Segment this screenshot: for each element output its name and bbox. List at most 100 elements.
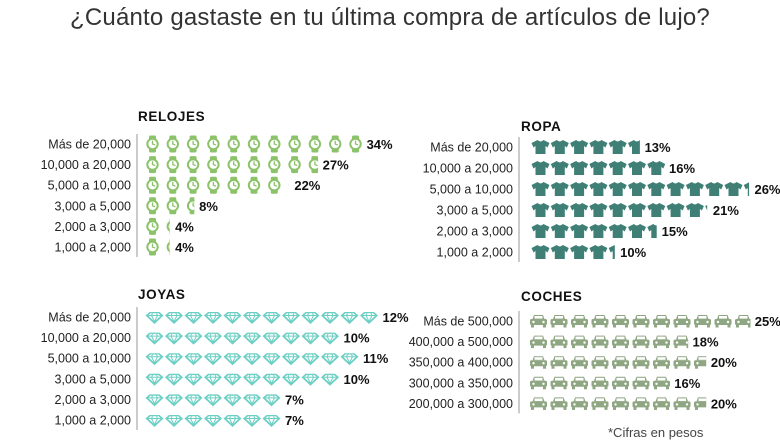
watch-icon [186, 176, 200, 194]
car-icon [550, 335, 568, 349]
diamond-icon [184, 373, 203, 386]
watch-icon [227, 156, 240, 174]
joyas-title: JOYAS [138, 287, 186, 302]
tshirt-icon [531, 161, 550, 175]
watch-icon [349, 135, 362, 153]
car-icon [632, 356, 650, 369]
watch-icon [146, 135, 159, 153]
tshirt-icon [531, 245, 550, 259]
coches-bar [530, 397, 707, 410]
tshirt-icon [647, 161, 665, 175]
tshirt-icon [550, 245, 569, 259]
coches-category-label: Más de 500,000 [423, 315, 513, 329]
car-icon [632, 376, 650, 390]
diamond-icon [204, 312, 222, 324]
watch-icon [308, 156, 319, 174]
tshirt-icon [570, 140, 589, 154]
tshirt-icon [570, 161, 589, 175]
watch-icon [329, 135, 342, 153]
diamond-icon [282, 312, 300, 324]
watch-icon [207, 135, 220, 153]
tshirt-icon [628, 224, 646, 238]
ropa-bar [531, 245, 615, 259]
relojes-category-label: 2,000 a 3,000 [55, 220, 132, 234]
diamond-icon [204, 332, 222, 345]
tshirt-icon [743, 182, 750, 196]
diamond-icon [145, 353, 164, 366]
relojes-value-label: 8% [199, 199, 218, 214]
ropa-bar [531, 140, 640, 154]
watch-icon [166, 135, 179, 153]
ropa-value-label: 15% [662, 224, 688, 239]
watch-icon [186, 197, 195, 215]
tshirt-icon [531, 140, 550, 154]
relojes-bar [146, 217, 170, 235]
tshirt-icon [570, 182, 589, 196]
relojes-value-label: 27% [323, 158, 349, 173]
joyas-category-label: Más de 20,000 [48, 311, 131, 325]
diamond-icon [282, 373, 300, 386]
coches-value-label: 18% [693, 335, 719, 350]
car-icon [530, 335, 547, 349]
watch-icon [268, 135, 281, 153]
ropa-value-label: 13% [645, 140, 671, 155]
tshirt-icon [666, 182, 685, 196]
joyas-bar [145, 373, 339, 386]
tshirt-icon [608, 182, 627, 196]
diamond-icon [282, 332, 300, 345]
car-icon [550, 356, 568, 369]
watch-icon [288, 156, 301, 174]
car-icon [632, 335, 650, 349]
diamond-icon [165, 332, 183, 345]
watch-icon [186, 135, 200, 153]
tshirt-icon [550, 224, 569, 238]
car-icon [673, 335, 689, 349]
diamond-icon [360, 312, 378, 324]
joyas-value-label: 7% [285, 413, 304, 428]
diamond-icon [340, 353, 359, 366]
car-icon [653, 397, 670, 410]
diamond-icon [223, 312, 242, 324]
car-icon [653, 376, 670, 390]
car-icon [653, 315, 670, 328]
relojes-bar [146, 176, 289, 194]
joyas-bar [145, 394, 281, 407]
joyas-category-label: 5,000 a 10,000 [48, 352, 131, 366]
car-icon [694, 397, 707, 410]
car-icon [714, 315, 732, 328]
relojes-value-label: 22% [294, 178, 320, 193]
diamond-icon [301, 312, 320, 324]
diamond-icon [262, 373, 281, 386]
watch-icon [166, 218, 170, 235]
watch-icon [247, 156, 261, 174]
diamond-icon [145, 415, 164, 427]
tshirt-icon [608, 245, 615, 259]
diamond-icon [262, 312, 281, 324]
joyas-value-label: 10% [344, 372, 370, 387]
joyas-bar [145, 312, 378, 324]
car-icon [550, 397, 568, 410]
ropa-bar [531, 161, 665, 175]
car-icon [591, 376, 609, 390]
tshirt-icon [647, 182, 666, 196]
car-icon [673, 397, 691, 410]
tshirt-icon [608, 224, 627, 238]
diamond-icon [223, 373, 242, 386]
car-icon [612, 356, 629, 369]
joyas-value-label: 7% [285, 392, 304, 407]
coches-value-label: 20% [711, 355, 737, 370]
car-icon [612, 335, 629, 349]
diamond-icon [165, 312, 183, 324]
car-icon [591, 397, 609, 410]
relojes-value-label: 4% [175, 219, 194, 234]
diamond-icon [262, 332, 281, 345]
coches-value-label: 25% [755, 314, 780, 329]
car-icon [694, 356, 707, 369]
watch-icon [288, 135, 301, 153]
tshirt-icon [685, 203, 704, 217]
diamond-icon [243, 332, 261, 345]
diamond-icon [223, 332, 242, 345]
diamond-icon [165, 373, 183, 386]
tshirt-icon [550, 203, 569, 217]
